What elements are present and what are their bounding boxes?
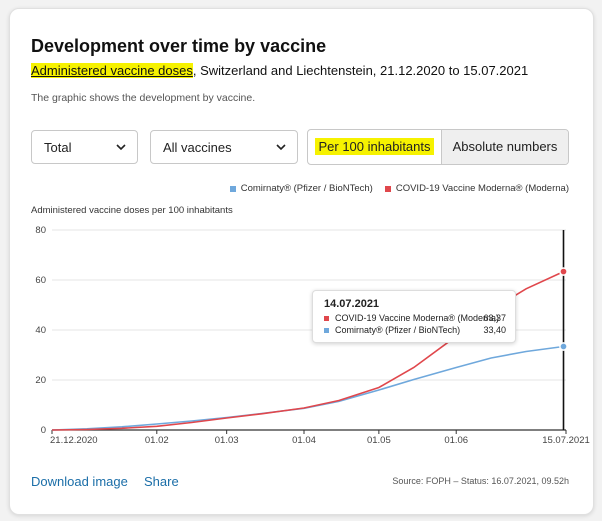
legend-swatch-moderna: [384, 185, 391, 192]
description: The graphic shows the development by vac…: [31, 92, 256, 104]
y-axis-label: Administered vaccine doses per 100 inhab…: [31, 205, 233, 216]
source-note: Source: FOPH – Status: 16.07.2021, 09.52…: [392, 476, 569, 486]
tooltip: 14.07.2021 COVID-19 Vaccine Moderna® (Mo…: [312, 290, 516, 343]
legend-swatch-comirnaty: [229, 185, 236, 192]
y-tick-label: 0: [41, 425, 46, 436]
tooltip-row-moderna: COVID-19 Vaccine Moderna® (Moderna) 63,3…: [324, 313, 506, 324]
share-link[interactable]: Share: [144, 474, 179, 489]
vaccine-select-value: All vaccines: [163, 140, 232, 155]
vaccine-select[interactable]: All vaccines: [150, 130, 298, 164]
tooltip-name-moderna: COVID-19 Vaccine Moderna® (Moderna): [335, 313, 500, 323]
hover-point-comirnaty: [559, 342, 568, 351]
chevron-down-icon: [116, 144, 126, 151]
hover-point-moderna: [559, 267, 568, 276]
series-line-comirnaty: [51, 345, 564, 431]
toggle-per-100-label: Per 100 inhabitants: [315, 138, 434, 155]
legend-label-comirnaty: Comirnaty® (Pfizer / BioNTech): [240, 183, 373, 194]
y-tick-label: 60: [35, 275, 46, 286]
tooltip-swatch-comirnaty: [324, 328, 329, 333]
x-tick-label: 01.02: [145, 435, 169, 446]
x-tick-label: 15.07.2021: [542, 435, 590, 446]
legend: Comirnaty® (Pfizer / BioNTech) COVID-19 …: [229, 183, 569, 194]
legend-item-moderna[interactable]: COVID-19 Vaccine Moderna® (Moderna): [384, 183, 569, 194]
y-tick-label: 80: [35, 225, 46, 236]
subtitle-highlight[interactable]: Administered vaccine doses: [31, 63, 193, 78]
tooltip-value-moderna: 63,37: [483, 313, 506, 323]
y-tick-label: 40: [35, 325, 46, 336]
subtitle-rest: , Switzerland and Liechtenstein, 21.12.2…: [192, 63, 529, 78]
scope-select-value: Total: [44, 140, 72, 155]
tooltip-row-comirnaty: Comirnaty® (Pfizer / BioNTech) 33,40: [324, 325, 506, 336]
tooltip-name-comirnaty: Comirnaty® (Pfizer / BioNTech): [335, 325, 461, 335]
page-title: Development over time by vaccine: [31, 36, 327, 56]
unit-toggle: Per 100 inhabitants Absolute numbers: [307, 129, 569, 165]
tooltip-date: 14.07.2021: [324, 298, 380, 310]
x-tick-label: 01.06: [444, 435, 468, 446]
download-image-link[interactable]: Download image: [31, 474, 128, 489]
x-tick-label: 01.03: [215, 435, 239, 446]
y-tick-label: 20: [35, 375, 46, 386]
toggle-per-100-button[interactable]: Per 100 inhabitants: [308, 130, 441, 164]
chevron-down-icon: [276, 144, 286, 151]
subtitle: Administered vaccine doses, Switzerland …: [31, 63, 528, 78]
x-tick-label: 01.05: [367, 435, 391, 446]
x-tick-label: 01.04: [292, 435, 316, 446]
scope-select[interactable]: Total: [31, 130, 138, 164]
legend-label-moderna: COVID-19 Vaccine Moderna® (Moderna): [395, 183, 569, 194]
tooltip-swatch-moderna: [324, 316, 329, 321]
toggle-absolute-button[interactable]: Absolute numbers: [441, 130, 568, 164]
x-tick-label: 21.12.2020: [50, 435, 98, 446]
legend-item-comirnaty[interactable]: Comirnaty® (Pfizer / BioNTech): [229, 183, 373, 194]
tooltip-value-comirnaty: 33,40: [483, 325, 506, 335]
